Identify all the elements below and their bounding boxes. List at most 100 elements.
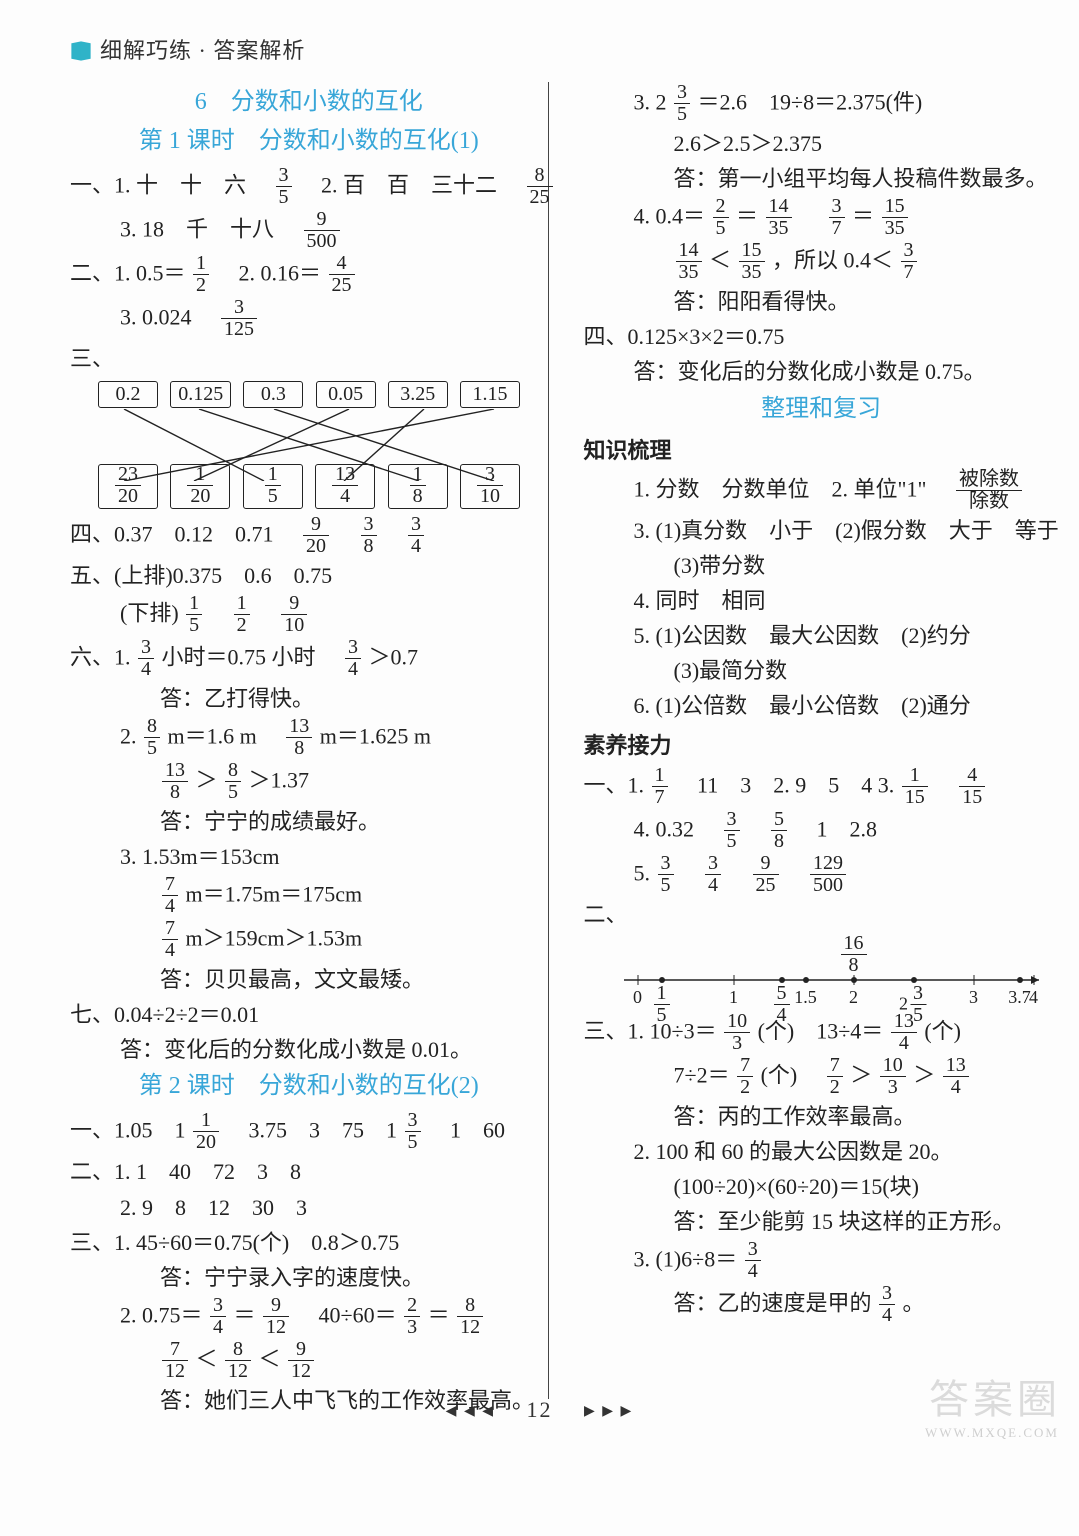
text: 11 3 2. 9 5 4 3. <box>675 772 894 797</box>
text: 四、0.37 0.12 0.71 <box>70 521 296 546</box>
fraction: 1435 <box>766 196 792 239</box>
text: 2. 0.75＝ <box>120 1302 203 1327</box>
text: ＞0.7 <box>369 644 419 669</box>
knowledge-heading: 知识梳理 <box>584 434 1059 468</box>
text-line: 5. 35 34 925 129500 <box>584 854 1059 897</box>
text-line: 答：宁宁录入字的速度快。 <box>70 1261 548 1295</box>
page-header: 细解巧练 · 答案解析 <box>70 34 1025 68</box>
text: 答：至少能剪 15 块这样的正方形。 <box>674 1209 1015 1234</box>
fraction: 120 <box>193 1110 219 1153</box>
text: 3. (1)真分数 小于 (2)假分数 大于 等于 <box>634 518 1059 543</box>
text-line: 七、0.04÷2÷2＝0.01 <box>70 998 548 1032</box>
text: 一、1.05 1 <box>70 1118 186 1143</box>
match-bottom-row: 2320 120 15 134 18 310 <box>94 464 524 509</box>
text-line: (3)最简分数 <box>584 654 1059 688</box>
match-box: 120 <box>170 464 230 509</box>
fraction: 825 <box>527 165 553 208</box>
text: ＜ <box>709 248 731 273</box>
fraction: 85 <box>225 760 241 803</box>
match-box: 18 <box>388 464 448 509</box>
text-line: (下排) 15 12 910 <box>70 594 548 637</box>
fraction: 34 <box>879 1283 895 1326</box>
fraction: 72 <box>827 1055 843 1098</box>
text: ＝2.6 19÷8＝2.375(件) <box>698 90 923 115</box>
book-logo-icon <box>70 40 92 62</box>
text-line: 3. 2 35 ＝2.6 19÷8＝2.375(件) <box>584 83 1059 126</box>
fraction: 38 <box>361 514 377 557</box>
text: 答：宁宁录入字的速度快。 <box>160 1265 424 1290</box>
text-line: 答：贝贝最高，文文最矮。 <box>70 963 548 997</box>
fraction: 925 <box>753 853 779 896</box>
fraction: 1535 <box>882 196 908 239</box>
text: 4. 0.4＝ <box>634 204 706 229</box>
number-line-top-frac: 168 <box>839 934 869 977</box>
text: 2. 100 和 60 的最大公因数是 20。 <box>634 1139 953 1164</box>
fraction: 23 <box>404 1295 420 1338</box>
text: 答：变化后的分数化成小数是 0.75。 <box>634 359 986 384</box>
text: 1 60 <box>428 1118 505 1143</box>
text: ＝ <box>428 1302 450 1327</box>
text: m＝1.75m＝175cm <box>186 881 363 906</box>
match-box: 15 <box>243 464 303 509</box>
text: 答：宁宁的成绩最好。 <box>160 809 380 834</box>
match-top-row: 0.2 0.125 0.3 0.05 3.25 1.15 <box>94 381 524 408</box>
text: 2. 百 百 三十二 <box>299 173 519 198</box>
text: ＞ <box>850 1062 872 1087</box>
text-line: 三、 <box>70 342 548 376</box>
match-box: 0.05 <box>316 381 376 408</box>
text-line: (100÷20)×(60÷20)＝15(块) <box>584 1170 1059 1204</box>
text: 2. <box>120 723 137 748</box>
fraction: 812 <box>457 1295 483 1338</box>
fraction: 415 <box>959 765 985 808</box>
text-line: 二、1. 1 40 72 3 8 <box>70 1155 548 1189</box>
pager-left-icon: ◀ ◀ ◀ <box>446 1404 495 1419</box>
text: ，所以 0.4＜ <box>772 248 893 273</box>
text-line: 答：宁宁的成绩最好。 <box>70 805 548 839</box>
text: m＞159cm＞1.53m <box>186 925 363 950</box>
fraction: 15 <box>186 593 202 636</box>
text-line: 7÷2＝ 72 (个) 72 ＞ 103 ＞ 134 <box>584 1056 1059 1099</box>
text-line: 5. (1)公因数 最大公因数 (2)约分 <box>584 619 1059 653</box>
text <box>799 204 821 229</box>
match-box: 2320 <box>98 464 158 509</box>
text: 。 <box>903 1291 925 1316</box>
text: 小时＝0.75 小时 <box>162 644 338 669</box>
fraction: 34 <box>210 1295 226 1338</box>
text: 七、0.04÷2÷2＝0.01 <box>70 1002 259 1027</box>
content-columns: 6 分数和小数的互化 第 1 课时 分数和小数的互化(1) 一、1. 十 十 六… <box>70 82 1025 1419</box>
text-line: 一、1.05 1 120 3.75 3 75 1 35 1 60 <box>70 1111 548 1154</box>
text: (下排) <box>120 600 179 625</box>
text: 三、1. 45÷60＝0.75(个) 0.8＞0.75 <box>70 1230 399 1255</box>
text-line: 3. 1.53m＝153cm <box>70 840 548 874</box>
fraction: 35 <box>674 82 690 125</box>
text: m＝1.625 m <box>320 723 431 748</box>
fraction: 3125 <box>221 297 257 340</box>
fraction: 910 <box>281 593 307 636</box>
text: (3)带分数 <box>674 553 766 578</box>
text: 一、1. <box>584 772 645 797</box>
text-line: 答：丙的工作效率最高。 <box>584 1100 1059 1134</box>
text: ＞ <box>196 767 218 792</box>
fraction: 912 <box>263 1295 289 1338</box>
text-line: 712 ＜ 812 ＜ 912 <box>70 1340 548 1383</box>
text: 答：丙的工作效率最高。 <box>674 1104 916 1129</box>
text-line: 一、1. 17 11 3 2. 9 5 4 3. 115 415 <box>584 766 1059 809</box>
text-line: 答：至少能剪 15 块这样的正方形。 <box>584 1205 1059 1239</box>
text-line: 三、1. 45÷60＝0.75(个) 0.8＞0.75 <box>70 1226 548 1260</box>
text: 1. 分数 分数单位 2. 单位"1" <box>634 476 949 501</box>
text-line: 1. 分数 分数单位 2. 单位"1" 被除数除数 <box>584 470 1059 513</box>
text: 答：乙的速度是甲的 <box>674 1291 872 1316</box>
text-line: 2. 9 8 12 30 3 <box>70 1191 548 1225</box>
fraction: 34 <box>138 637 154 680</box>
fraction: 12 <box>234 593 250 636</box>
watermark-url: WWW.MXQE.COM <box>925 1423 1059 1443</box>
page-number: 12 <box>527 1397 553 1422</box>
pager-right-icon: ▶ ▶ ▶ <box>584 1404 633 1419</box>
fraction: 134 <box>943 1055 969 1098</box>
text: (3)最简分数 <box>674 658 788 683</box>
text: 2. 0.16＝ <box>217 261 322 286</box>
text: 3.75 3 75 1 <box>227 1118 398 1143</box>
text-line: 答：乙打得快。 <box>70 682 548 716</box>
text-line: 74 m＝1.75m＝175cm <box>70 875 548 918</box>
text: 1 2.8 <box>795 816 878 841</box>
